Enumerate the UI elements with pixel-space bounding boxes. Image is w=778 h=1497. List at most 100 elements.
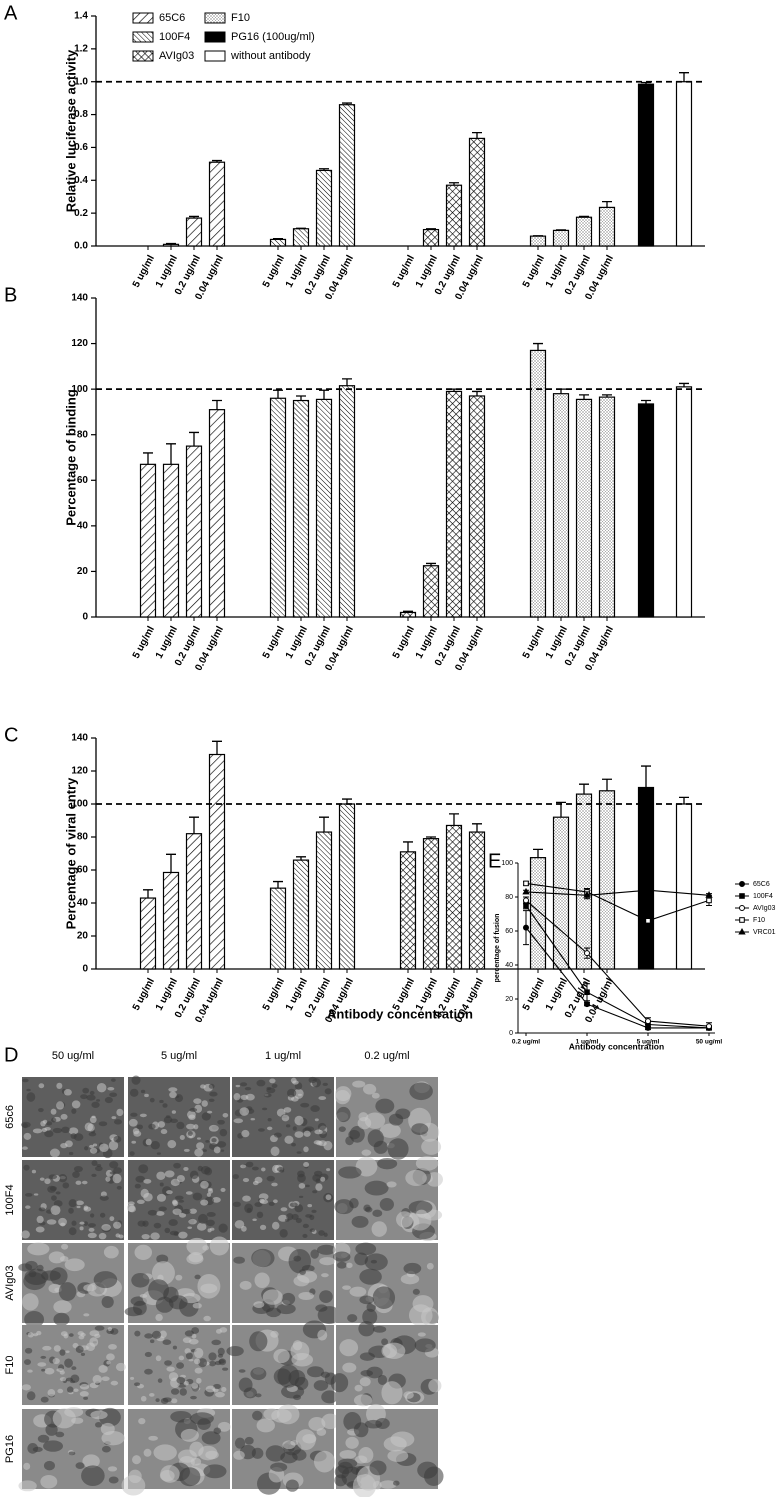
cell-texture: [252, 1218, 257, 1222]
y-tick-label: 1.0: [74, 76, 88, 87]
cell-texture: [68, 1333, 74, 1337]
cell-texture: [60, 1113, 68, 1120]
cell-texture: [25, 1205, 31, 1209]
cell-texture: [83, 1313, 90, 1317]
cell-texture: [250, 1367, 267, 1381]
cell-texture: [334, 1199, 354, 1215]
cell-texture: [164, 1227, 171, 1234]
cell-texture: [71, 1220, 77, 1226]
cell-texture: [46, 1219, 57, 1225]
cell-texture: [268, 1201, 275, 1207]
marker: [739, 893, 745, 899]
cell-texture: [38, 1083, 45, 1089]
marker: [584, 1001, 590, 1008]
cell-texture: [372, 1286, 396, 1309]
cell-texture: [254, 1202, 263, 1207]
cell-texture: [49, 1186, 58, 1191]
cell-texture: [265, 1445, 286, 1462]
cell-texture: [59, 1255, 69, 1262]
cell-texture: [164, 1360, 173, 1366]
cell-texture: [254, 1176, 263, 1184]
cell-texture: [167, 1140, 177, 1149]
cell-texture: [381, 1338, 389, 1346]
cell-texture: [26, 1391, 36, 1401]
cell-texture: [208, 1124, 219, 1132]
error-bar: [579, 215, 589, 218]
cell-texture: [92, 1375, 102, 1384]
cell-texture: [263, 1093, 272, 1098]
error-bar: [679, 796, 689, 804]
cell-texture: [191, 1382, 199, 1389]
bar: [468, 137, 486, 247]
cell-texture: [303, 1130, 311, 1137]
cell-texture: [72, 1171, 80, 1178]
legend-label: 100F4: [159, 31, 190, 43]
cell-texture: [113, 1119, 123, 1125]
cell-texture: [112, 1173, 122, 1184]
cell-texture: [238, 1369, 246, 1373]
cell-texture: [139, 1294, 148, 1298]
bar: [598, 790, 616, 970]
cell-texture: [143, 1178, 152, 1184]
cell-texture: [403, 1391, 414, 1399]
cell-texture: [148, 1435, 158, 1441]
cell-texture: [22, 1078, 29, 1083]
cell-texture: [276, 1166, 285, 1172]
cell-texture: [101, 1295, 114, 1309]
cell-texture: [65, 1350, 70, 1354]
cell-texture: [377, 1157, 398, 1170]
error-bar: [403, 841, 413, 852]
error-bar: [296, 395, 306, 401]
cell-texture: [379, 1480, 397, 1489]
error-bar: [143, 889, 153, 899]
cell-texture: [107, 1466, 118, 1472]
cell-texture: [149, 1393, 155, 1397]
cell-texture: [233, 1118, 244, 1124]
micrograph: [232, 1243, 341, 1325]
cell-texture: [339, 1449, 357, 1460]
micrograph: [232, 1076, 334, 1157]
cell-texture: [158, 1206, 167, 1212]
cell-texture: [64, 1258, 85, 1272]
cell-texture: [345, 1136, 354, 1146]
micrograph: [127, 1160, 230, 1240]
cell-texture: [131, 1272, 150, 1288]
cell-texture: [108, 1344, 117, 1350]
legend-swatch: [132, 12, 154, 24]
cell-texture: [108, 1140, 119, 1151]
cell-texture: [109, 1171, 116, 1175]
cell-texture: [109, 1092, 118, 1098]
legend-swatch: [132, 31, 154, 43]
cell-texture: [169, 1230, 179, 1236]
error-bar: [641, 399, 651, 404]
cell-texture: [319, 1257, 336, 1266]
cell-texture: [298, 1291, 314, 1300]
cell-texture: [281, 1292, 296, 1306]
marker: [523, 924, 529, 931]
cell-texture: [233, 1093, 241, 1101]
cell-texture: [91, 1173, 97, 1177]
series-line: [525, 927, 709, 1029]
cell-texture: [188, 1114, 196, 1121]
y-tick-label: 80: [505, 894, 513, 901]
cell-texture: [178, 1199, 185, 1203]
cell-texture: [79, 1221, 85, 1225]
y-tick-label: 40: [77, 520, 89, 531]
cell-texture: [286, 1088, 297, 1098]
cell-texture: [93, 1271, 118, 1289]
error-bar: [533, 342, 543, 351]
y-axis-title: Relative luciferase activity: [63, 49, 78, 212]
cell-texture: [23, 1164, 30, 1171]
cell-texture: [196, 1222, 207, 1231]
cell-texture: [259, 1199, 269, 1205]
cell-texture: [124, 1306, 143, 1317]
cell-texture: [191, 1327, 200, 1334]
cell-texture: [168, 1219, 178, 1227]
cell-texture: [308, 1417, 326, 1431]
error-bar: [602, 394, 612, 398]
error-bar: [189, 431, 199, 447]
cell-texture: [255, 1393, 262, 1398]
cell-texture: [342, 1362, 357, 1373]
cell-texture: [88, 1132, 97, 1137]
cell-texture: [26, 1088, 31, 1092]
